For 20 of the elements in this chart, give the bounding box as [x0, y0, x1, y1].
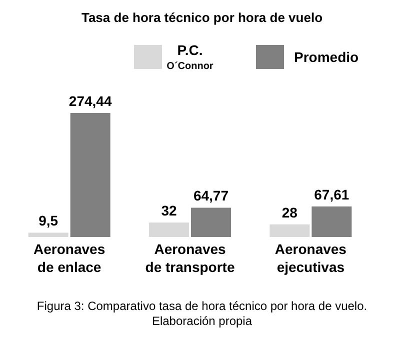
- bar: [312, 206, 352, 237]
- bar: [149, 222, 189, 237]
- x-tick-label: Aeronaves de enlace: [34, 241, 106, 275]
- legend-label: Promedio: [294, 49, 359, 65]
- bar: [28, 232, 68, 237]
- text: Figura 3: Comparativo tasa de hora técnico por hora de vuelo.: [36, 299, 368, 313]
- data-label: 9,5: [38, 212, 58, 229]
- legend-label: P.C. O´Connor: [166, 42, 214, 72]
- data-label: 64,77: [193, 188, 229, 204]
- data-label: 67,61: [314, 186, 350, 202]
- bar: [270, 224, 310, 237]
- data-label: 28: [282, 204, 298, 220]
- data-label: 274,44: [68, 93, 112, 109]
- x-tick-label: Aeronaves de transporte: [145, 241, 235, 275]
- data-label: 32: [161, 202, 177, 219]
- bar: [70, 113, 110, 237]
- x-tick-label: Aeronaves ejecutivas: [274, 241, 347, 275]
- chart-title: Tasa de hora técnico por hora de vuelo: [81, 10, 323, 25]
- bar: [191, 208, 231, 237]
- text: Elaboración propia: [152, 314, 252, 328]
